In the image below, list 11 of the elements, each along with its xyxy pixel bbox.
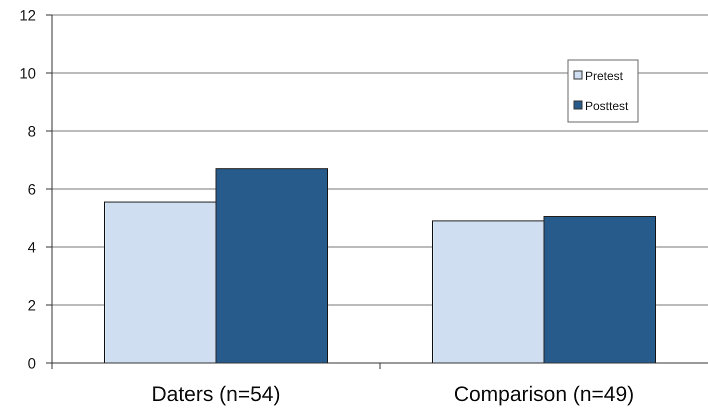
y-tick-label: 12 [19, 7, 36, 24]
x-tick-label: Daters (n=54) [152, 383, 280, 406]
y-tick-label: 10 [19, 65, 36, 82]
y-tick-label: 2 [28, 297, 36, 314]
y-tick-label: 4 [28, 239, 36, 256]
y-tick-label: 8 [28, 123, 36, 140]
legend-label: Pretest [585, 69, 624, 84]
x-tick-label: Comparison (n=49) [454, 383, 634, 406]
legend-label: Posttest [585, 99, 630, 114]
y-tick-label: 6 [28, 181, 36, 198]
y-tick-label: 0 [28, 355, 36, 372]
